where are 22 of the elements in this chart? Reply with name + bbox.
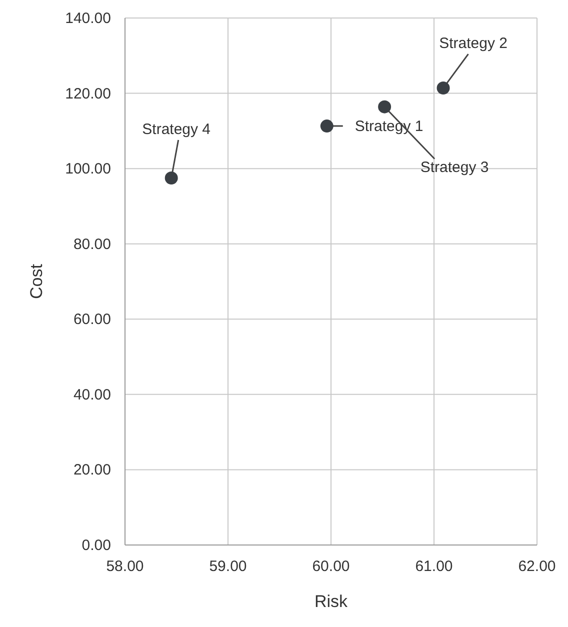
x-tick-label: 59.00	[209, 558, 247, 575]
y-tick-label: 40.00	[73, 386, 111, 404]
x-tick-label: 58.00	[106, 558, 144, 575]
point	[164, 171, 178, 184]
y-tick-label: 20.00	[73, 462, 111, 479]
annotation: Strategy 4	[142, 120, 211, 138]
y-tick-label: 100.00	[65, 160, 111, 178]
point	[436, 82, 450, 95]
y-tick-label: 120.00	[65, 85, 111, 102]
y-tick-label: 60.00	[73, 311, 111, 328]
x-axis-title: Risk	[314, 592, 348, 611]
point	[378, 100, 392, 114]
annotation: Strategy 3	[420, 158, 489, 176]
point	[320, 120, 334, 133]
x-tick-label: 61.00	[415, 558, 453, 575]
y-tick-label: 80.00	[73, 236, 111, 253]
y-tick-label: 0.00	[82, 537, 111, 554]
y-tick-label: 140.00	[65, 10, 111, 27]
y-axis-title: Cost	[27, 264, 46, 299]
x-tick-label: 60.00	[312, 558, 350, 575]
x-tick-label: 62.00	[518, 558, 556, 575]
annotation: Strategy 2	[439, 35, 508, 52]
